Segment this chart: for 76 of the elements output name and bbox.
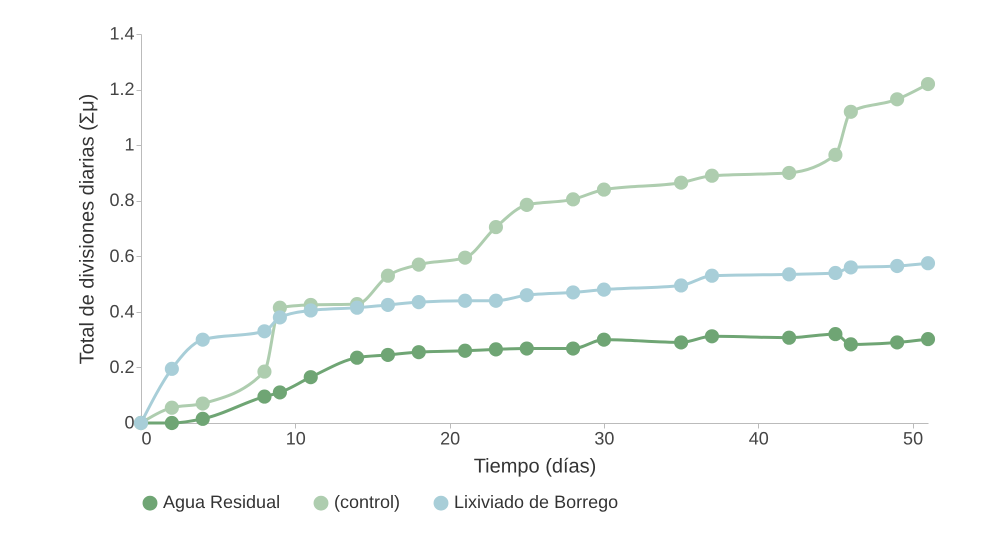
point bbox=[196, 332, 210, 347]
y-tick-label: 0 bbox=[124, 412, 134, 432]
point bbox=[488, 342, 503, 356]
point bbox=[890, 335, 904, 350]
point bbox=[458, 250, 472, 265]
point bbox=[164, 416, 179, 430]
point bbox=[704, 268, 720, 283]
x-axis-title: Tiempo (días) bbox=[474, 456, 596, 478]
legend-label: Lixiviado de Borrego bbox=[454, 492, 618, 512]
x-tick-label: 0 bbox=[142, 428, 152, 448]
point bbox=[844, 260, 858, 274]
point bbox=[920, 76, 936, 92]
point bbox=[782, 166, 796, 180]
y-tick-label: 0.8 bbox=[109, 190, 134, 210]
point bbox=[412, 258, 426, 272]
point bbox=[257, 390, 272, 404]
point bbox=[674, 176, 688, 190]
point bbox=[596, 332, 612, 347]
point bbox=[828, 327, 842, 342]
point bbox=[488, 294, 503, 308]
y-tick-label: 0.2 bbox=[109, 356, 134, 377]
point bbox=[520, 288, 534, 302]
point bbox=[272, 385, 287, 400]
y-axis-title: Total de divisiones diarias (Σμ) bbox=[76, 94, 98, 364]
point bbox=[272, 310, 287, 324]
x-tick-label: 50 bbox=[903, 428, 924, 448]
point bbox=[196, 412, 210, 426]
point bbox=[828, 266, 842, 280]
point bbox=[566, 285, 580, 300]
point bbox=[674, 278, 688, 293]
point bbox=[164, 362, 179, 376]
point bbox=[257, 324, 272, 338]
point bbox=[890, 92, 904, 106]
point bbox=[782, 267, 796, 282]
point bbox=[412, 345, 426, 360]
point bbox=[488, 220, 503, 234]
point bbox=[920, 332, 936, 346]
point bbox=[380, 298, 395, 312]
point bbox=[704, 329, 720, 344]
point bbox=[350, 350, 364, 365]
y-tick-label: 1 bbox=[124, 134, 134, 155]
point bbox=[520, 198, 534, 212]
point bbox=[412, 295, 426, 310]
point bbox=[566, 192, 580, 206]
point bbox=[596, 282, 612, 297]
legend-label: (control) bbox=[334, 492, 400, 512]
point bbox=[257, 364, 272, 379]
point bbox=[458, 294, 472, 308]
point bbox=[164, 400, 179, 415]
x-tick-label: 30 bbox=[594, 428, 614, 448]
point bbox=[674, 335, 688, 350]
point bbox=[380, 348, 395, 362]
y-tick-label: 1.4 bbox=[109, 24, 134, 44]
point bbox=[920, 256, 936, 270]
point bbox=[890, 258, 904, 274]
point bbox=[828, 148, 842, 162]
point bbox=[596, 182, 612, 197]
point bbox=[566, 341, 580, 356]
point bbox=[304, 303, 318, 318]
x-tick-label: 40 bbox=[748, 428, 769, 448]
point bbox=[844, 337, 858, 352]
point bbox=[350, 300, 364, 315]
x-tick-label: 10 bbox=[286, 428, 306, 448]
y-tick-label: 0.6 bbox=[109, 246, 134, 266]
point bbox=[380, 268, 395, 283]
point bbox=[304, 370, 318, 384]
x-tick-label: 20 bbox=[440, 428, 460, 448]
point bbox=[704, 168, 720, 183]
legend-label: Agua Residual bbox=[163, 492, 280, 512]
point bbox=[782, 330, 796, 345]
point bbox=[520, 341, 534, 356]
point bbox=[196, 396, 210, 411]
y-tick-label: 1.2 bbox=[109, 79, 134, 100]
y-tick-label: 0.4 bbox=[109, 301, 134, 322]
point bbox=[844, 104, 858, 119]
point bbox=[458, 344, 472, 358]
